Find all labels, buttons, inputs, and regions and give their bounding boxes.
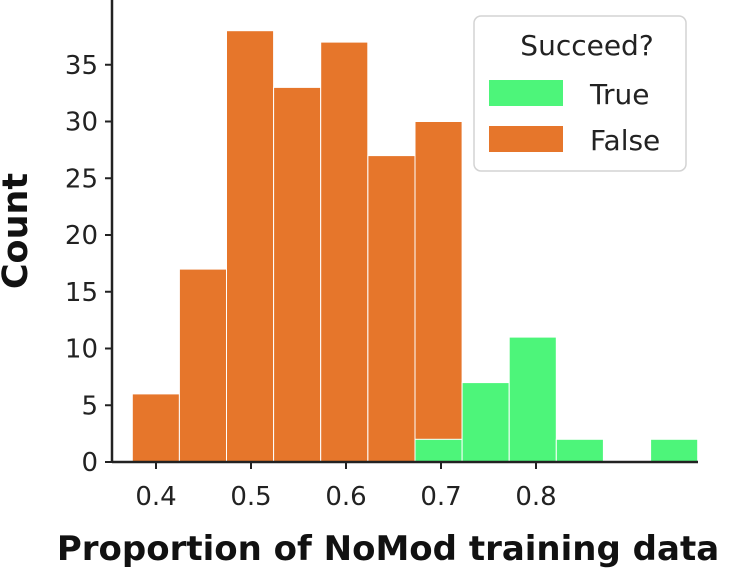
y-tick-label: 10 [65,335,98,365]
y-tick-label: 15 [65,278,98,308]
y-tick-label: 35 [65,51,98,81]
y-tick-label: 20 [65,221,98,251]
bar-true-2 [508,336,557,463]
x-tick-label: 0.4 [135,482,176,512]
legend-title: Succeed? [520,29,653,62]
y-tick-label: 25 [65,164,98,194]
x-tick-label: 0.7 [420,482,461,512]
bar-false-0 [131,393,180,463]
bar-false-4 [320,41,369,463]
bar-true-3 [555,438,604,463]
bar-false-2 [226,30,275,463]
x-axis-label: Proportion of NoMod training data [57,529,719,569]
bar-false-6 [414,121,463,463]
x-ticks: 0.4 0.5 0.6 0.7 0.8 [135,462,557,512]
bar-false-3 [273,86,322,463]
legend-swatch-false [489,126,563,152]
legend-label-true: True [589,78,649,111]
legend-label-false: False [590,124,660,157]
legend: Succeed? True False [473,15,687,172]
bar-false-1 [178,268,227,463]
x-tick-label: 0.5 [230,482,271,512]
legend-swatch-true [489,80,563,106]
y-tick-label: 0 [81,448,98,478]
bars-group [131,30,699,463]
x-tick-label: 0.8 [515,482,556,512]
y-axis-label: Count [0,173,36,289]
bar-true-1 [461,382,510,463]
bar-true-4 [650,438,699,463]
y-tick-label: 30 [65,108,98,138]
bar-false-5 [367,155,416,463]
y-ticks: 0 5 10 15 20 25 30 35 [65,51,112,478]
bar-true-0 [414,438,463,463]
y-tick-label: 5 [81,391,98,421]
x-tick-label: 0.6 [325,482,366,512]
